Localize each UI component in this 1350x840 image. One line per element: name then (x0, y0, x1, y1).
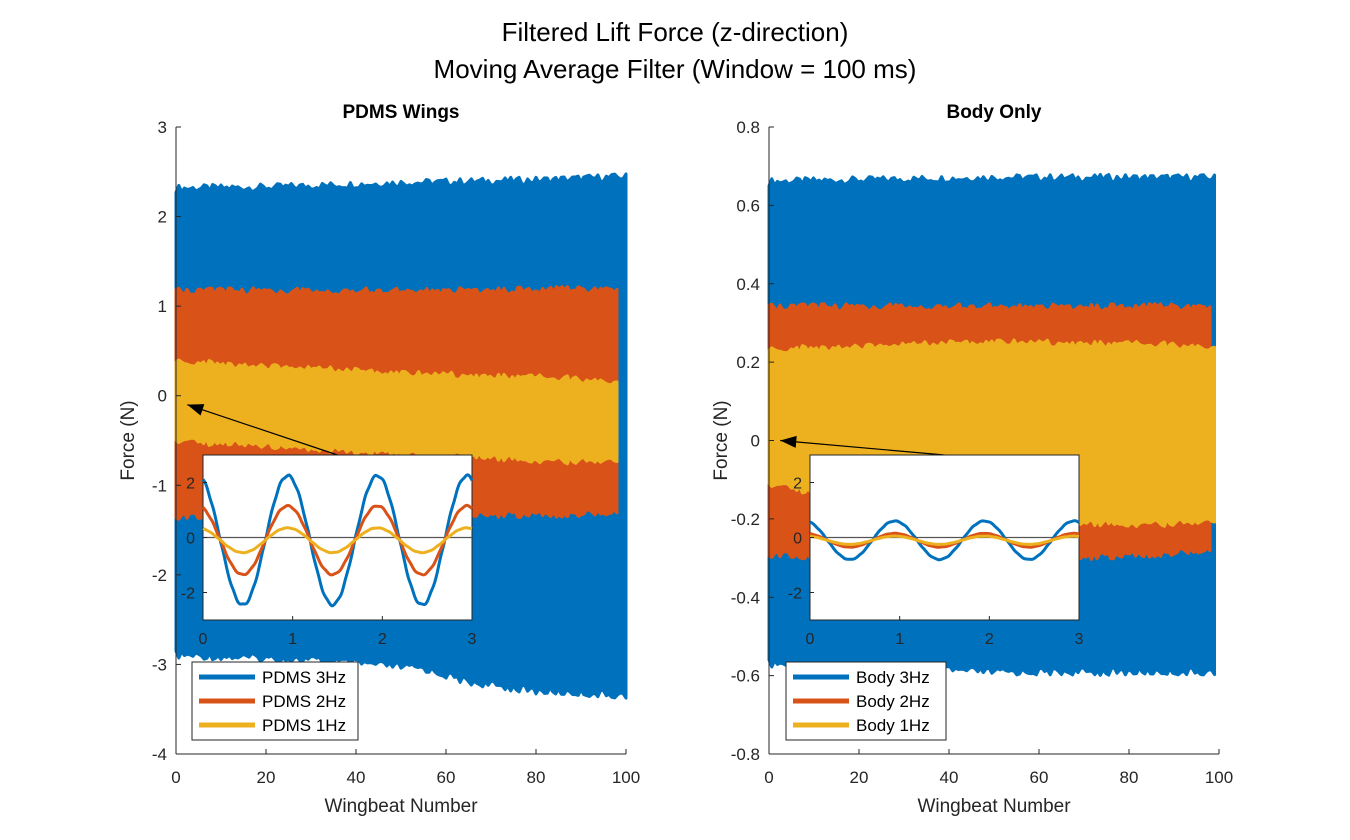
inset-plot: 0 1 2 3 -2 0 2 (788, 454, 1084, 648)
x-tick-label: 20 (850, 768, 869, 787)
y-tick-label: -3 (152, 655, 167, 674)
y-axis-label: Force (N) (118, 400, 139, 480)
x-tick-label: 80 (1120, 768, 1139, 787)
y-tick-label: 2 (158, 208, 167, 227)
inset-y-tick-label: 0 (793, 531, 802, 548)
y-tick-label: 3 (158, 118, 167, 137)
x-tick-label: 80 (527, 768, 546, 787)
inset-series-line-1 (809, 519, 1080, 562)
legend-label-1: PDMS 3Hz (262, 668, 346, 687)
inset-y-tick-label: -2 (181, 586, 195, 603)
inset-y-tick-label: -2 (788, 586, 802, 603)
x-tick-label: 40 (347, 768, 366, 787)
x-tick-label: 100 (1205, 768, 1233, 787)
x-tick-label: 20 (257, 768, 276, 787)
zoom-arrow-head (780, 435, 797, 448)
y-tick-label: -0.6 (731, 667, 760, 686)
legend-label-2: Body 2Hz (856, 692, 930, 711)
zoom-arrow-line (780, 439, 945, 456)
inset-x-tick-label: 1 (288, 631, 297, 648)
x-axis-label: Wingbeat Number (917, 796, 1071, 817)
inset-x-tick-label: 0 (199, 631, 208, 648)
inset-y-tick-label: 2 (186, 476, 195, 493)
inset-x-tick-label: 2 (985, 631, 994, 648)
inset-x-tick-label: 2 (378, 631, 387, 648)
y-tick-label: -1 (152, 476, 167, 495)
legend-label-3: PDMS 1Hz (262, 716, 346, 735)
inset-plot: 0 1 2 3 -2 0 2 (181, 454, 477, 648)
x-tick-label: 40 (940, 768, 959, 787)
inset-x-tick-label: 1 (895, 631, 904, 648)
legend: Body 3Hz Body 2Hz Body 1Hz (785, 661, 947, 741)
inset-x-tick-label: 0 (806, 631, 815, 648)
inset-x-tick-label: 3 (468, 631, 477, 648)
inset-y-tick-label: 2 (793, 476, 802, 493)
inset-series-line-3 (202, 526, 473, 555)
x-tick-label: 60 (437, 768, 456, 787)
y-tick-label: 1 (158, 297, 167, 316)
y-tick-label: -0.4 (731, 588, 760, 607)
x-axis-label: Wingbeat Number (324, 796, 478, 817)
figure-title-line2: Moving Average Filter (Window = 100 ms) (434, 54, 917, 84)
legend-label-2: PDMS 2Hz (262, 692, 346, 711)
y-tick-label: 0.4 (736, 275, 760, 294)
zoom-arrow-head (187, 404, 205, 416)
inset-series-line-2 (809, 531, 1080, 549)
inset-y-tick-label: 0 (186, 531, 195, 548)
inset-x-tick-label: 3 (1075, 631, 1084, 648)
x-tick-label: 0 (171, 768, 180, 787)
zoom-arrow-line (187, 404, 338, 456)
figure-title-line1: Filtered Lift Force (z-direction) (502, 17, 849, 47)
y-tick-label: 0.6 (736, 196, 760, 215)
y-tick-label: -4 (152, 745, 167, 764)
inset-series-line-2 (201, 503, 473, 577)
subplot-title: PDMS Wings (343, 102, 460, 123)
x-tick-label: 60 (1030, 768, 1049, 787)
x-tick-label: 0 (764, 768, 773, 787)
inset-series-line-3 (809, 534, 1080, 546)
legend: PDMS 3Hz PDMS 2Hz PDMS 1Hz (191, 661, 359, 741)
y-axis-label: Force (N) (711, 400, 732, 480)
inset-series-line-1 (201, 473, 474, 608)
y-tick-label: 0.8 (736, 118, 760, 137)
y-tick-label: -0.8 (731, 745, 760, 764)
y-tick-label: -2 (152, 566, 167, 585)
x-tick-label: 100 (612, 768, 640, 787)
legend-label-1: Body 3Hz (856, 668, 930, 687)
y-tick-label: 0 (158, 387, 167, 406)
y-tick-label: 0 (751, 432, 760, 451)
legend-label-3: Body 1Hz (856, 716, 930, 735)
subplot-title: Body Only (946, 102, 1041, 123)
y-tick-label: -0.2 (731, 510, 760, 529)
y-tick-label: 0.2 (736, 353, 760, 372)
